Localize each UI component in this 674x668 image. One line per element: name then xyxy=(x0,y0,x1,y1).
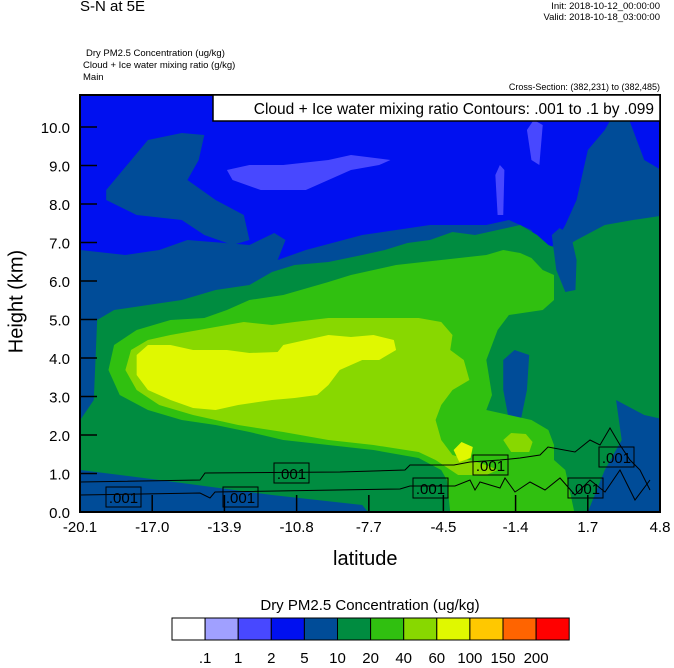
colorbar-level-label: 2 xyxy=(267,650,275,667)
colorbar-swatch xyxy=(535,617,570,641)
x-tick-label: -7.7 xyxy=(356,519,382,536)
colorbar-title: Dry PM2.5 Concentration (ug/kg) xyxy=(260,597,480,614)
svg-text:.001: .001 xyxy=(277,466,306,483)
x-tick-label: -10.8 xyxy=(280,519,314,536)
x-tick-label: 4.8 xyxy=(650,519,671,536)
x-axis-label: latitude xyxy=(333,548,398,570)
y-tick-label: 6.0 xyxy=(49,274,70,291)
svg-text:.001: .001 xyxy=(226,490,255,507)
contour-label: .001 xyxy=(567,477,604,499)
x-tick-label: 1.7 xyxy=(577,519,598,536)
colorbar-swatch xyxy=(270,617,305,641)
valid-time: Valid: 2018-10-18_03:00:00 xyxy=(543,12,660,23)
colorbar-swatch xyxy=(469,617,504,641)
contour-legend-text: Cloud + Ice water mixing ratio Contours:… xyxy=(254,101,654,118)
y-tick-label: 3.0 xyxy=(49,390,70,407)
contour-region xyxy=(503,433,533,452)
colorbar-level-label: 20 xyxy=(362,650,379,667)
colorbar-swatch xyxy=(337,617,372,641)
colorbar-level-label: .1 xyxy=(199,650,212,667)
colorbar-swatch xyxy=(204,617,239,641)
colorbar-swatch xyxy=(171,617,206,641)
y-tick-label: 4.0 xyxy=(49,351,70,368)
svg-text:.001: .001 xyxy=(416,481,445,498)
contour-line xyxy=(80,427,651,491)
contour-region xyxy=(551,228,577,292)
y-tick-label: 1.0 xyxy=(49,467,70,484)
plot-title: S-N at 5E xyxy=(80,0,146,15)
svg-text:.001: .001 xyxy=(476,458,505,475)
contour-region xyxy=(136,335,397,410)
cross-section-label: Cross-Section: (382,231) to (382,485) xyxy=(508,82,660,92)
y-tick-label: 2.0 xyxy=(49,428,70,445)
contour-label: .001 xyxy=(412,477,449,499)
colorbar-swatch xyxy=(237,617,272,641)
contour-region xyxy=(453,442,473,462)
field-label-pm25: Dry PM2.5 Concentration (ug/kg) xyxy=(86,48,225,59)
contour-label: .001 xyxy=(105,486,142,508)
contour-region xyxy=(226,155,391,190)
y-tick-label: 10.0 xyxy=(41,120,70,137)
contour-label: .001 xyxy=(598,446,635,468)
init-time: Init: 2018-10-12_00:00:00 xyxy=(551,1,660,12)
svg-text:.001: .001 xyxy=(571,481,600,498)
svg-text:.001: .001 xyxy=(109,490,138,507)
contour-line xyxy=(80,469,651,501)
colorbar-swatch xyxy=(370,617,405,641)
colorbar-level-label: 200 xyxy=(524,650,549,667)
contour-region xyxy=(503,350,530,423)
y-axis-label: Height (km) xyxy=(5,249,28,354)
contour-label: .001 xyxy=(472,454,509,476)
colorbar-swatch xyxy=(403,617,438,641)
contour-region xyxy=(106,133,250,245)
field-label-domain: Main xyxy=(83,72,104,83)
y-tick-label: 0.0 xyxy=(49,505,70,522)
y-tick-label: 9.0 xyxy=(49,159,70,176)
colorbar-swatch xyxy=(436,617,471,641)
contour-region xyxy=(526,120,543,165)
svg-text:.001: .001 xyxy=(602,450,631,467)
y-tick-label: 7.0 xyxy=(49,236,70,253)
x-tick-label: -17.0 xyxy=(135,519,169,536)
field-label-cloud-ice: Cloud + Ice water mixing ratio (g/kg) xyxy=(83,60,236,71)
colorbar-level-label: 1 xyxy=(234,650,242,667)
contour-label: .001 xyxy=(222,486,259,508)
colorbar-level-label: 5 xyxy=(300,650,308,667)
x-tick-label: -4.5 xyxy=(430,519,456,536)
colorbar: .1 1 2 5 10 20 40 60 100 150 200 xyxy=(171,617,570,667)
contour-legend: Cloud + Ice water mixing ratio Contours:… xyxy=(212,94,661,122)
colorbar-level-label: 40 xyxy=(395,650,412,667)
contour-region xyxy=(495,165,505,215)
colorbar-level-label: 60 xyxy=(428,650,445,667)
x-tick-label: -13.9 xyxy=(207,519,241,536)
y-tick-label: 5.0 xyxy=(49,313,70,330)
colorbar-swatch xyxy=(303,617,338,641)
colorbar-swatch xyxy=(502,617,537,641)
colorbar-level-label: 100 xyxy=(457,650,482,667)
x-tick-label: -1.4 xyxy=(503,519,529,536)
x-tick-label: -20.1 xyxy=(63,519,97,536)
filled-contour-field: .001.001.001.001.001.001.001 xyxy=(80,95,660,512)
colorbar-level-label: 10 xyxy=(329,650,346,667)
contour-label: .001 xyxy=(273,462,310,484)
y-tick-label: 8.0 xyxy=(49,197,70,214)
colorbar-level-label: 150 xyxy=(490,650,515,667)
